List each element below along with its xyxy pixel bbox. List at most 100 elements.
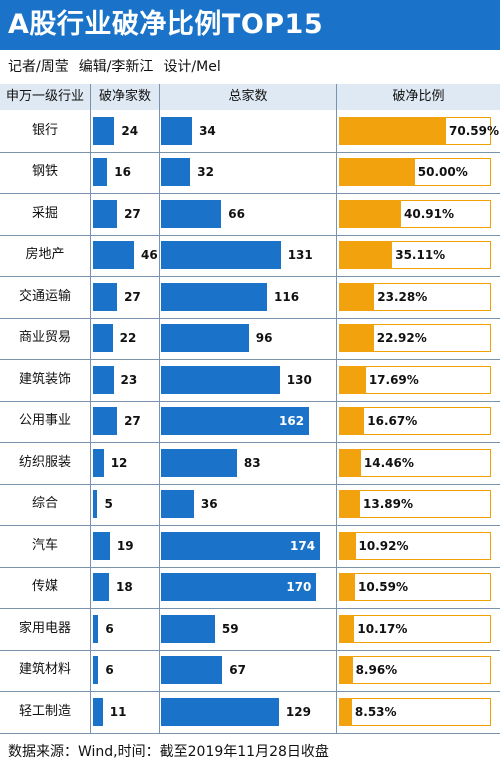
total-value-label: 36 bbox=[200, 497, 218, 512]
ratio-value-label: 23.28% bbox=[377, 289, 428, 304]
ratio-value-label: 10.92% bbox=[358, 538, 409, 553]
total-value-label: 170 bbox=[286, 580, 312, 595]
count-bar bbox=[93, 448, 104, 477]
total-value-label: 83 bbox=[243, 455, 261, 470]
industry-label: 商业贸易 bbox=[18, 330, 71, 346]
count-bar bbox=[93, 531, 110, 560]
count-value-label: 16 bbox=[114, 165, 131, 180]
total-bar bbox=[161, 490, 194, 519]
row-divider bbox=[0, 691, 500, 692]
designer-credit: 设计/Mel bbox=[163, 59, 221, 75]
count-value-label: 27 bbox=[124, 289, 141, 304]
ratio-bar-frame bbox=[339, 407, 491, 436]
industry-label: 建筑装饰 bbox=[18, 371, 71, 387]
row-divider bbox=[0, 317, 500, 319]
count-bar bbox=[93, 697, 103, 726]
count-bar bbox=[93, 282, 118, 311]
count-bar bbox=[93, 365, 114, 394]
row-divider bbox=[0, 483, 500, 485]
ratio-bar bbox=[339, 241, 393, 270]
ratio-bar bbox=[339, 614, 355, 643]
ratio-value-label: 10.59% bbox=[358, 580, 409, 595]
ratio-bar bbox=[339, 116, 446, 145]
count-bar bbox=[93, 116, 115, 145]
ratio-bar bbox=[339, 282, 375, 311]
ratio-bar-frame bbox=[339, 573, 491, 602]
total-value-label: 130 bbox=[286, 372, 312, 387]
ratio-bar-frame bbox=[339, 656, 491, 685]
ratio-bar-frame bbox=[339, 490, 491, 519]
count-value-label: 18 bbox=[116, 580, 133, 595]
total-value-label: 32 bbox=[197, 165, 214, 180]
count-bar bbox=[93, 241, 134, 270]
header-total: 总家数 bbox=[228, 89, 268, 104]
total-bar bbox=[161, 656, 223, 685]
total-value-label: 67 bbox=[229, 663, 246, 678]
total-value-label: 162 bbox=[279, 414, 305, 429]
ratio-value-label: 22.92% bbox=[376, 331, 427, 346]
reporter-credit: 记者/周莹 bbox=[8, 59, 69, 75]
editor-credit: 编辑/李新江 bbox=[78, 59, 154, 75]
ratio-bar-frame bbox=[339, 531, 491, 560]
count-bar bbox=[93, 407, 118, 436]
count-bar bbox=[93, 199, 118, 228]
industry-label: 采掘 bbox=[31, 205, 58, 221]
chart-title: A股行业破净比例TOP15 bbox=[0, 0, 500, 50]
ratio-bar bbox=[339, 697, 352, 726]
industry-label: 汽车 bbox=[31, 537, 58, 553]
ratio-bar bbox=[339, 656, 353, 685]
row-divider bbox=[0, 732, 500, 734]
row-divider bbox=[0, 525, 500, 526]
ratio-value-label: 13.89% bbox=[363, 497, 414, 512]
ratio-bar bbox=[339, 407, 365, 436]
industry-label: 银行 bbox=[31, 122, 58, 138]
row-divider bbox=[0, 566, 500, 568]
total-bar bbox=[161, 573, 317, 602]
row-divider bbox=[0, 442, 500, 443]
total-bar bbox=[161, 158, 191, 187]
count-value-label: 19 bbox=[116, 538, 134, 553]
credits: 记者/周莹 编辑/李新江 设计/Mel bbox=[8, 56, 231, 78]
column-header-row: 申万一级行业 破净家数 总家数 破净比例 bbox=[0, 84, 500, 110]
count-bar bbox=[93, 324, 113, 353]
row-divider bbox=[0, 193, 500, 194]
count-value-label: 27 bbox=[124, 414, 141, 429]
ratio-bar bbox=[339, 573, 356, 602]
ratio-value-label: 16.67% bbox=[367, 414, 418, 429]
industry-label: 公用事业 bbox=[18, 413, 71, 429]
column-divider bbox=[336, 84, 337, 734]
total-value-label: 116 bbox=[274, 289, 300, 304]
ratio-bar-frame bbox=[339, 448, 491, 477]
ratio-bar bbox=[339, 158, 415, 187]
count-value-label: 24 bbox=[121, 123, 139, 138]
header-ratio: 破净比例 bbox=[392, 89, 445, 104]
ratio-bar bbox=[339, 199, 401, 228]
count-bar bbox=[93, 573, 110, 602]
total-bar bbox=[161, 199, 222, 228]
ratio-value-label: 14.46% bbox=[363, 455, 414, 470]
total-value-label: 129 bbox=[285, 704, 311, 719]
ratio-value-label: 8.53% bbox=[354, 704, 397, 719]
industry-label: 建筑材料 bbox=[18, 662, 71, 678]
total-bar bbox=[161, 324, 249, 353]
row-divider bbox=[0, 359, 500, 360]
ratio-value-label: 8.96% bbox=[355, 663, 398, 678]
row-divider bbox=[0, 234, 500, 236]
total-bar bbox=[161, 614, 215, 643]
total-bar bbox=[161, 697, 279, 726]
count-bar bbox=[93, 490, 98, 519]
row-divider bbox=[0, 276, 500, 277]
industry-label: 轻工制造 bbox=[18, 703, 71, 719]
industry-label: 综合 bbox=[31, 496, 58, 512]
total-bar bbox=[161, 282, 267, 311]
row-divider bbox=[0, 400, 500, 402]
industry-label: 房地产 bbox=[25, 247, 65, 263]
count-value-label: 23 bbox=[120, 372, 138, 387]
count-value-label: 12 bbox=[110, 455, 128, 470]
total-bar bbox=[161, 365, 280, 394]
row-divider bbox=[0, 649, 500, 651]
total-value-label: 131 bbox=[287, 248, 313, 263]
total-value-label: 174 bbox=[290, 538, 316, 553]
count-value-label: 27 bbox=[124, 206, 141, 221]
total-bar bbox=[161, 407, 310, 436]
